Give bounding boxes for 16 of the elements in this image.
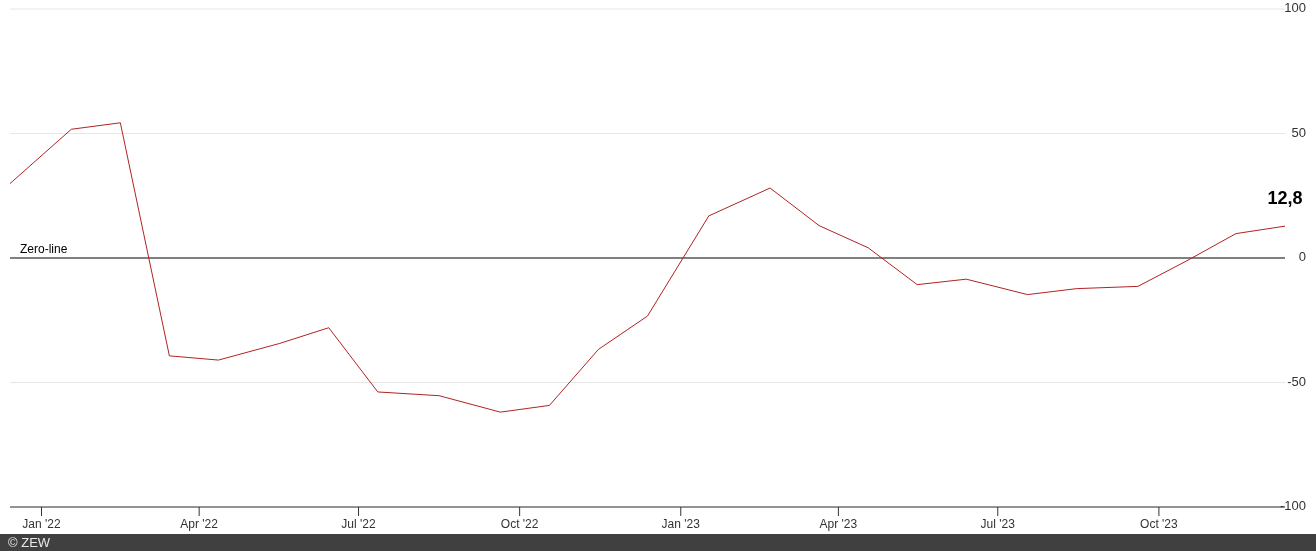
text: © ZEW [8,535,51,550]
x-tick-label: Oct '23 [1140,516,1179,531]
x-tick-label: Jan '22 [22,516,62,531]
x-tick-label: Jan '23 [661,516,701,531]
x-tick-label: Oct '22 [500,516,539,531]
y-tick-label: -50 [1287,373,1306,389]
x-tick-label: Apr '23 [819,516,858,531]
x-tick-label: Apr '22 [180,516,219,531]
data-label: 12,8 [1267,188,1303,209]
y-tick-label: 100 [1284,0,1306,16]
y-tick-label: 50 [1291,124,1306,140]
x-tick-label: Jul '23 [980,516,1016,531]
x-tick-label: Jul '22 [341,516,377,531]
y-tick-label: -100 [1279,498,1306,514]
y-tick-label: 0 [1298,249,1306,265]
ref-line-label: Zero-line [20,242,68,256]
